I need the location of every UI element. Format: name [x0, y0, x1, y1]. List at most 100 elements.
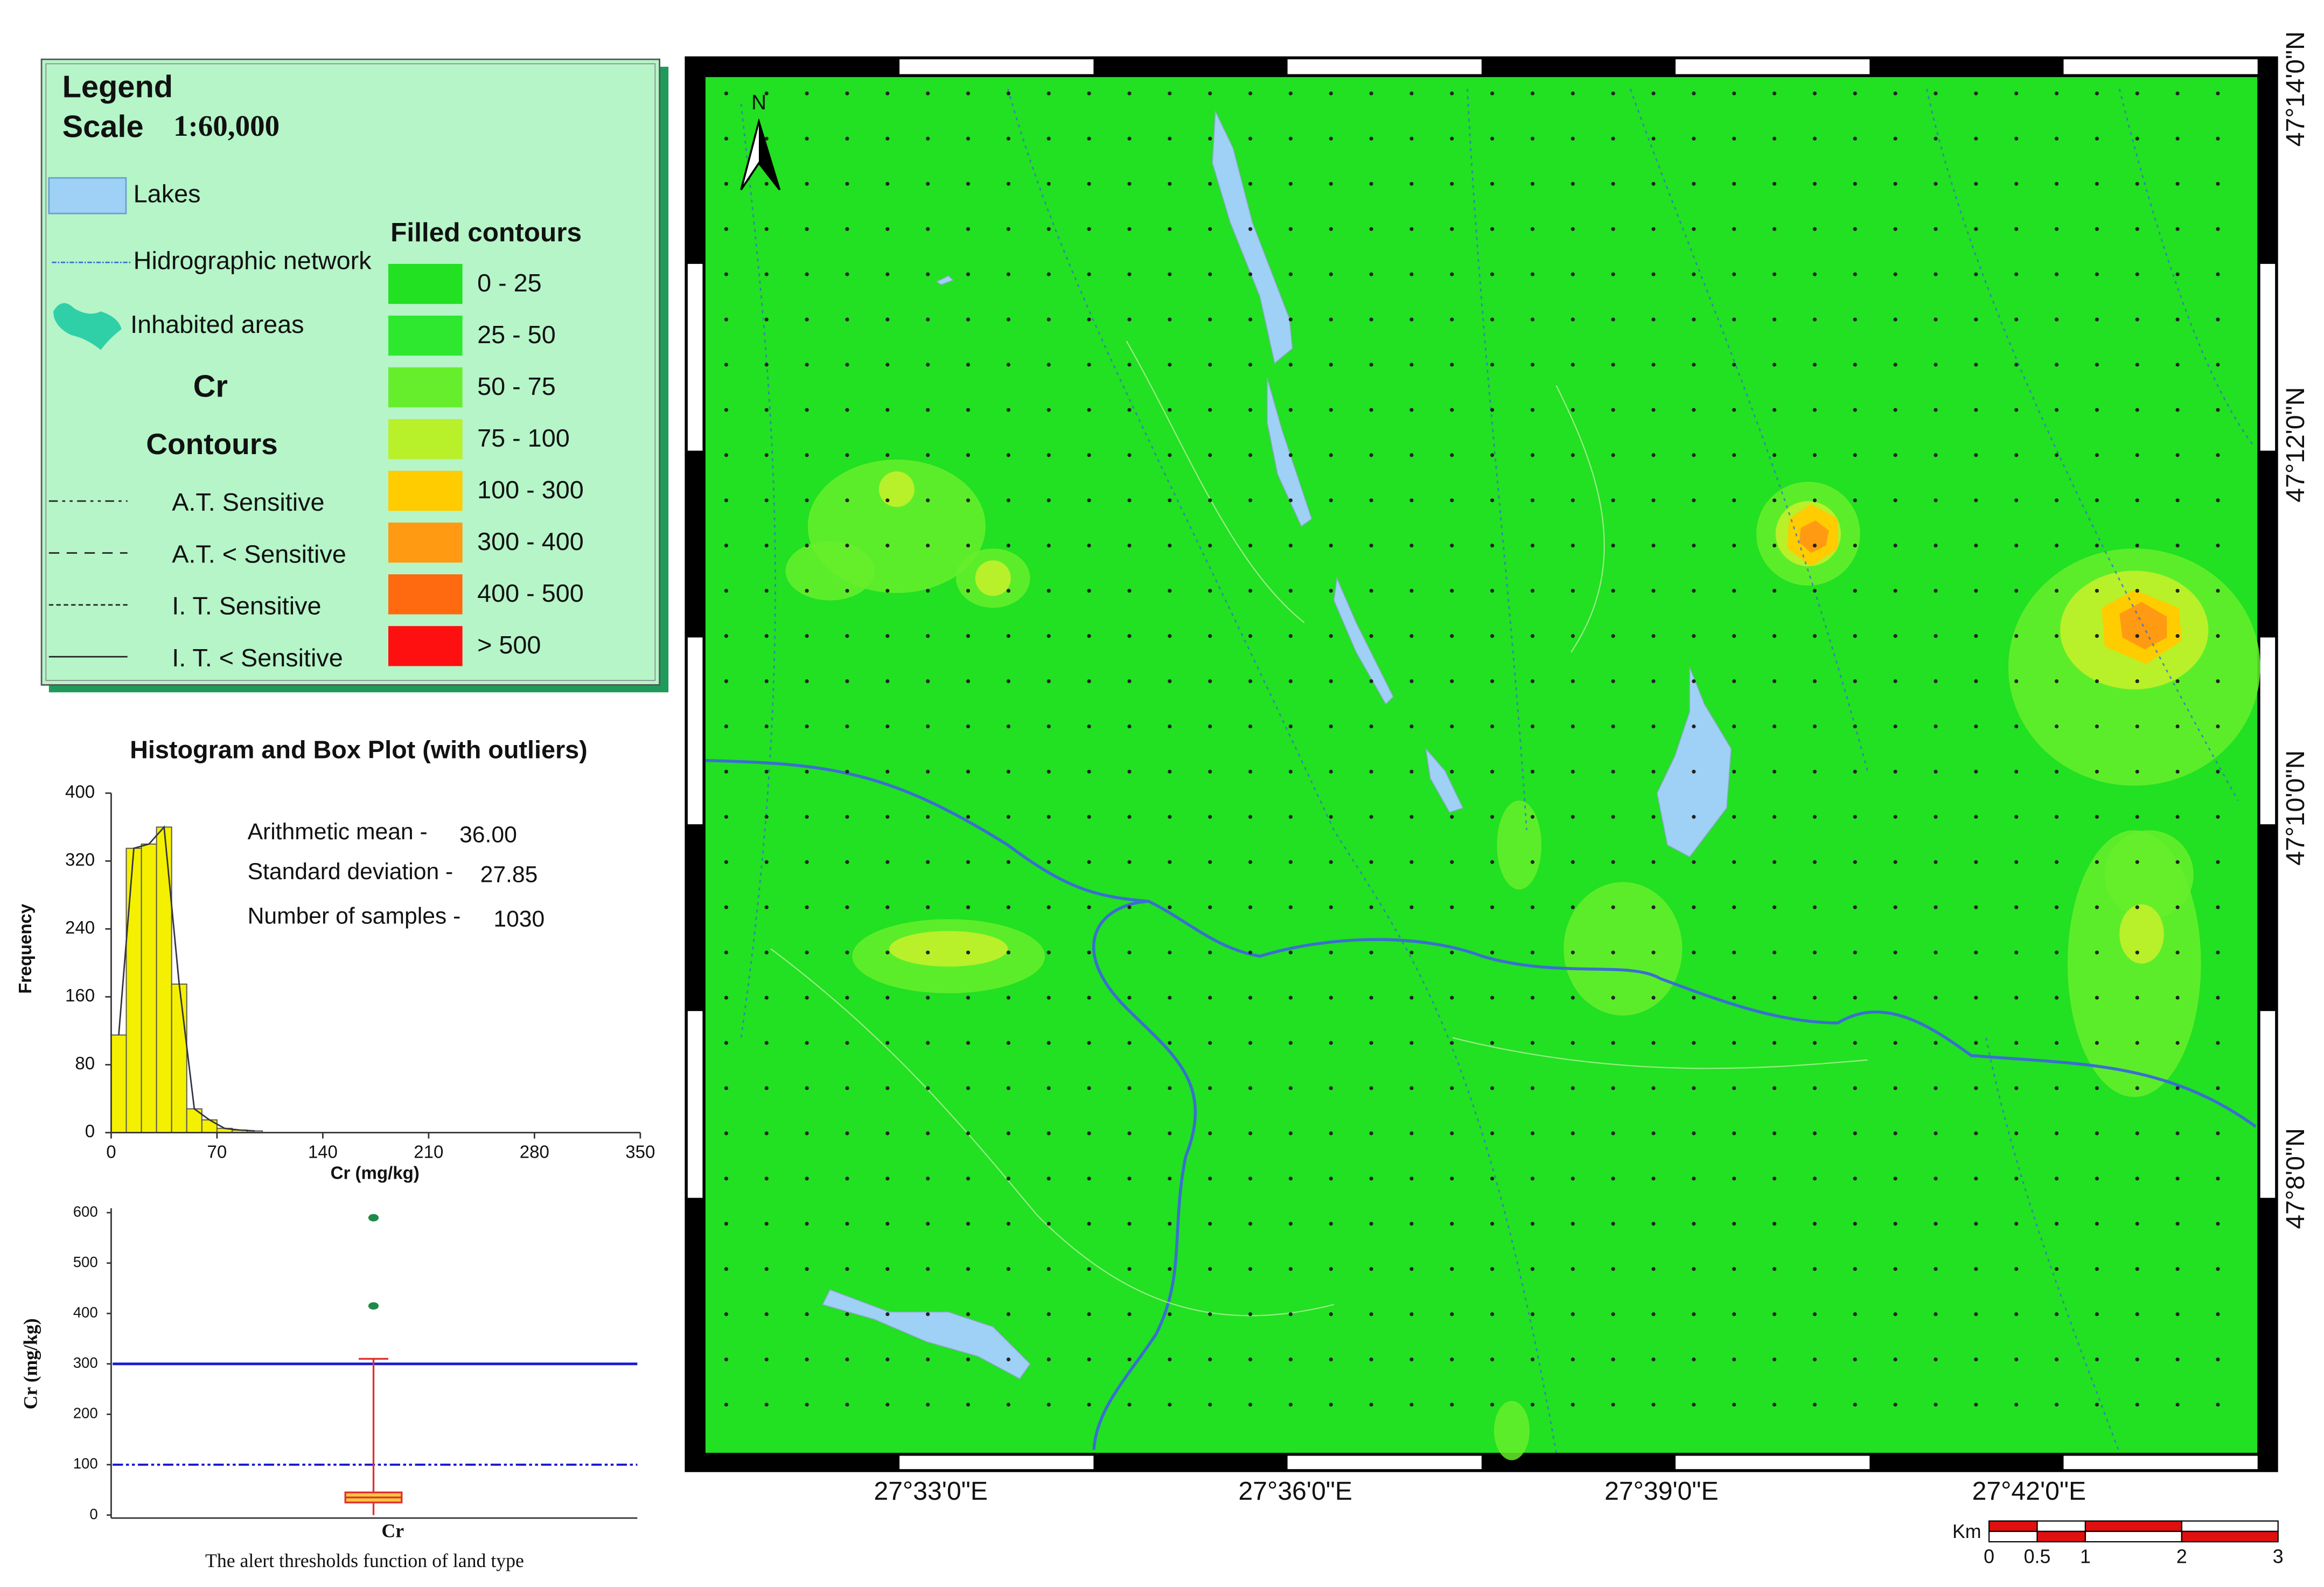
sample-point: [764, 1131, 769, 1136]
sample-point: [764, 905, 769, 909]
sample-point: [2135, 1086, 2139, 1090]
sample-point: [1571, 1041, 1575, 1045]
sample-point: [1248, 1041, 1253, 1045]
y-tick-label: 0: [89, 1506, 97, 1522]
sample-point: [885, 363, 890, 367]
histogram-bar: [110, 1034, 127, 1133]
sample-point: [1450, 544, 1454, 548]
sample-point: [1006, 1041, 1010, 1045]
sample-point: [2095, 589, 2099, 593]
sample-point: [1450, 91, 1454, 95]
sample-point: [1329, 272, 1333, 276]
sample-point: [1248, 1402, 1253, 1407]
sample-point: [1369, 1402, 1373, 1407]
sample-point: [1732, 1086, 1736, 1090]
sample-point: [1732, 182, 1736, 186]
sample-point: [1450, 1357, 1454, 1362]
sample-point: [1812, 91, 1817, 95]
sample-point: [1248, 769, 1253, 774]
sample-point: [2095, 91, 2099, 95]
sample-point: [1490, 1222, 1495, 1226]
sample-point: [724, 905, 729, 909]
sample-point: [2054, 815, 2059, 819]
scalebar-label: 0.5: [2024, 1546, 2051, 1568]
sample-point: [1369, 1086, 1373, 1090]
sample-point: [2216, 544, 2220, 548]
sample-point: [1450, 724, 1454, 729]
sample-point: [1087, 724, 1091, 729]
sample-point: [1651, 227, 1656, 231]
sample-point: [1369, 91, 1373, 95]
sample-point: [1934, 1402, 1938, 1407]
sample-point: [1046, 544, 1051, 548]
sample-point: [1329, 91, 1333, 95]
sample-point: [1732, 1312, 1736, 1317]
sample-point: [1651, 724, 1656, 729]
sample-point: [1450, 317, 1454, 322]
sample-point: [1692, 498, 1696, 503]
sample-point: [2216, 905, 2220, 909]
sample-point: [1006, 544, 1010, 548]
sample-point: [1288, 1357, 1293, 1362]
sample-point: [1208, 408, 1212, 412]
sample-point: [2095, 679, 2099, 684]
sample-point: [1006, 815, 1010, 819]
sample-point: [1409, 272, 1414, 276]
sample-point: [1006, 453, 1010, 457]
sample-point: [1046, 317, 1051, 322]
sample-point: [2054, 950, 2059, 955]
sample-point: [1329, 544, 1333, 548]
sample-point: [724, 1086, 729, 1090]
filled-swatch: [388, 523, 463, 563]
sample-point: [1772, 136, 1777, 141]
legend-title: Legend: [62, 69, 173, 104]
sample-point: [1812, 1222, 1817, 1226]
sample-point: [2216, 815, 2220, 819]
sample-point: [2175, 679, 2180, 684]
sample-point: [2054, 1312, 2059, 1317]
sample-point: [1853, 815, 1857, 819]
sample-point: [1934, 453, 1938, 457]
hotspot: [785, 541, 875, 601]
sample-point: [2054, 1357, 2059, 1362]
sample-point: [845, 1131, 849, 1136]
sample-point: [1692, 996, 1696, 1000]
sample-point: [1651, 498, 1656, 503]
sample-point: [1772, 453, 1777, 457]
sample-point: [1732, 1131, 1736, 1136]
sample-point: [1772, 996, 1777, 1000]
sample-point: [1812, 1086, 1817, 1090]
sample-point: [2135, 1131, 2139, 1136]
sample-point: [1006, 227, 1010, 231]
sample-point: [2216, 1086, 2220, 1090]
sample-point: [1651, 769, 1656, 774]
sample-point: [2095, 769, 2099, 774]
sample-point: [2014, 769, 2019, 774]
sample-point: [1812, 815, 1817, 819]
sample-point: [1329, 724, 1333, 729]
sample-point: [1450, 950, 1454, 955]
sample-point: [1732, 996, 1736, 1000]
y-tick-label: 240: [65, 917, 95, 937]
sample-point: [1853, 182, 1857, 186]
sample-point: [1530, 91, 1535, 95]
sample-point: [1812, 724, 1817, 729]
sample-point: [1853, 136, 1857, 141]
sample-point: [966, 1267, 971, 1271]
scale-value: 1:60,000: [173, 109, 280, 142]
sample-point: [1127, 1402, 1132, 1407]
sample-point: [966, 1086, 971, 1090]
sample-point: [1046, 1267, 1051, 1271]
sample-point: [885, 182, 890, 186]
sample-point: [724, 317, 729, 322]
sample-point: [764, 1177, 769, 1181]
sample-point: [1369, 996, 1373, 1000]
sample-point: [1168, 679, 1172, 684]
sample-point: [2216, 679, 2220, 684]
sample-point: [805, 1222, 809, 1226]
sample-point: [1006, 272, 1010, 276]
sample-point: [1087, 1267, 1091, 1271]
sample-point: [1168, 1041, 1172, 1045]
sample-point: [1651, 860, 1656, 864]
